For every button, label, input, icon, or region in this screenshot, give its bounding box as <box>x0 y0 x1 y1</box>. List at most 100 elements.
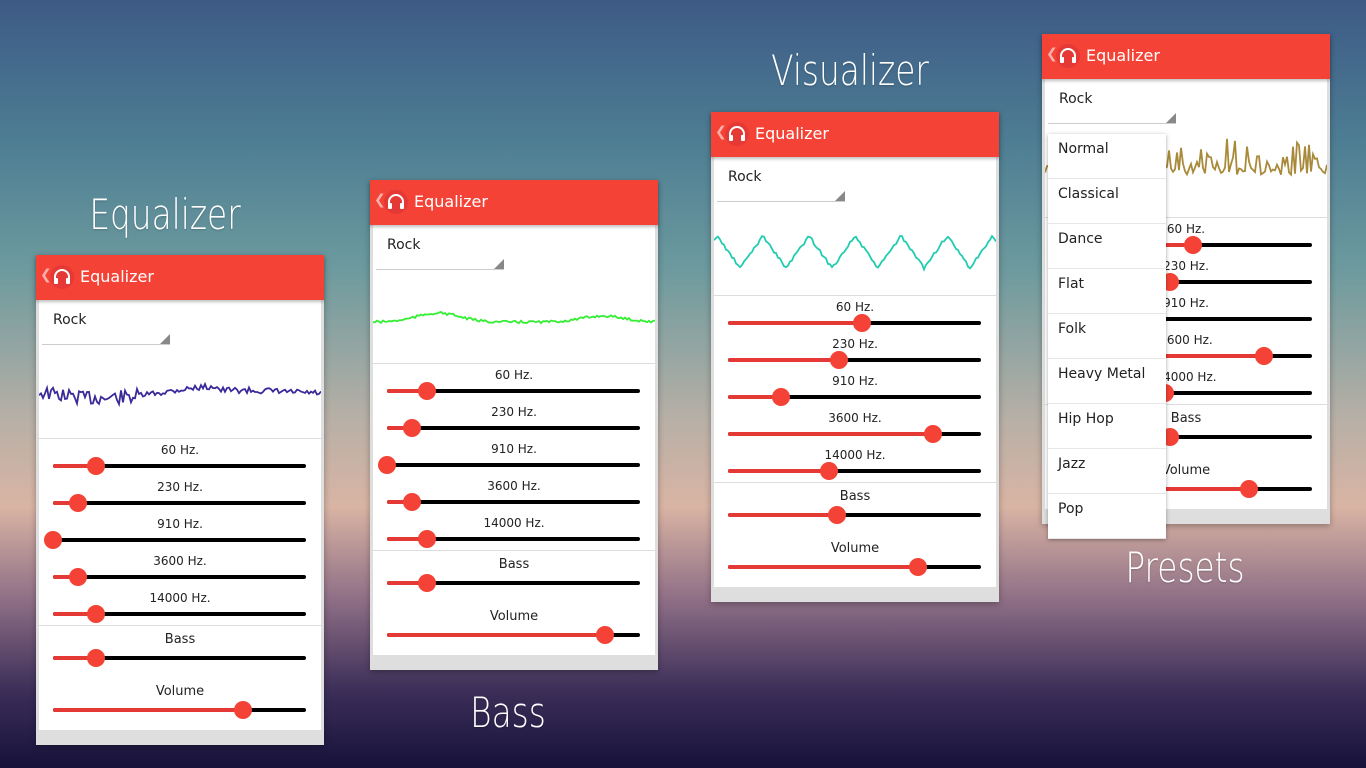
band-slider[interactable] <box>728 351 981 369</box>
slider-thumb[interactable] <box>87 605 105 623</box>
visualizer <box>373 310 655 325</box>
slider-thumb[interactable] <box>923 425 942 443</box>
slider-thumb[interactable] <box>403 419 422 437</box>
back-icon[interactable]: ❮ <box>1046 46 1058 62</box>
preset-option[interactable]: Normal <box>1048 134 1166 179</box>
dropdown-arrow-icon[interactable] <box>160 334 170 344</box>
slider-thumb[interactable] <box>418 530 437 548</box>
slider-fill <box>728 321 863 325</box>
slider-thumb[interactable] <box>69 568 88 586</box>
divider <box>373 550 655 551</box>
volume-slider[interactable] <box>387 626 640 644</box>
phone-screen: ❮ Equalizer Rock 60 Hz. 230 Hz. 910 Hz. 360… <box>370 180 658 670</box>
preset-option[interactable]: Pop <box>1048 494 1166 539</box>
slider-thumb[interactable] <box>908 558 927 576</box>
band-slider[interactable] <box>728 462 981 480</box>
band-slider[interactable] <box>387 530 640 548</box>
slider-thumb[interactable] <box>418 382 437 400</box>
preset-spinner[interactable] <box>376 269 504 270</box>
preset-option[interactable]: Dance <box>1048 224 1166 269</box>
preset-spinner-value[interactable]: Rock <box>728 169 762 185</box>
preset-option[interactable]: Classical <box>1048 179 1166 224</box>
bass-slider[interactable] <box>387 574 640 592</box>
band-slider[interactable] <box>378 456 640 474</box>
band-slider[interactable] <box>728 425 981 443</box>
preset-spinner[interactable] <box>1048 123 1176 124</box>
band-slider[interactable] <box>387 493 640 511</box>
slider-thumb[interactable] <box>44 531 62 549</box>
band-label: 230 Hz. <box>491 405 537 419</box>
preset-option[interactable]: Jazz <box>1048 449 1166 494</box>
back-icon[interactable]: ❮ <box>374 192 386 208</box>
slider-fill <box>53 708 243 712</box>
slider-thumb[interactable] <box>595 626 614 644</box>
dropdown-arrow-icon[interactable] <box>494 259 504 269</box>
volume-label: Volume <box>830 541 880 556</box>
band-label: 3600 Hz. <box>1159 333 1213 347</box>
slider-thumb[interactable] <box>233 701 252 719</box>
visualizer-waveform <box>714 234 996 272</box>
slider-fill <box>53 501 79 505</box>
slider-thumb[interactable] <box>418 574 437 592</box>
band-slider[interactable] <box>53 494 306 512</box>
equalizer-content: Rock 60 Hz. 230 Hz. 910 Hz. 3600 Hz. 14000 H… <box>373 225 655 655</box>
band-label: 3600 Hz. <box>153 554 207 568</box>
app-bar: ❮ Equalizer <box>370 180 658 225</box>
preset-option[interactable]: Folk <box>1048 314 1166 359</box>
phone-screen: ❮ Equalizer Rock 60 Hz. 230 Hz. 910 Hz. 360… <box>1042 34 1330 539</box>
bass-slider[interactable] <box>53 649 306 667</box>
band-label: 910 Hz. <box>1163 296 1209 310</box>
caption-bass: Bass <box>470 688 546 737</box>
preset-dropdown-menu: Normal Classical Dance Flat Folk Heavy Metal H… <box>1048 134 1166 539</box>
slider-thumb[interactable] <box>830 351 849 369</box>
bass-label: Bass <box>164 632 196 647</box>
slider-thumb[interactable] <box>87 649 105 667</box>
dropdown-arrow-icon[interactable] <box>835 191 845 201</box>
back-icon[interactable]: ❮ <box>715 124 727 140</box>
caption-visualizer: Visualizer <box>771 46 929 95</box>
slider-thumb[interactable] <box>378 456 396 474</box>
bass-label: Bass <box>1170 411 1202 426</box>
band-label: 910 Hz. <box>491 442 537 456</box>
bass-slider[interactable] <box>728 506 981 524</box>
preset-option[interactable]: Flat <box>1048 269 1166 314</box>
headphones-icon <box>50 265 74 289</box>
slider-thumb[interactable] <box>69 494 88 512</box>
band-slider[interactable] <box>53 605 306 623</box>
slider-thumb[interactable] <box>87 457 105 475</box>
slider-thumb[interactable] <box>827 506 846 524</box>
slider-thumb[interactable] <box>403 493 422 511</box>
back-icon[interactable]: ❮ <box>40 267 52 283</box>
slider-fill <box>53 656 96 660</box>
slider-thumb[interactable] <box>1254 347 1273 365</box>
slider-thumb[interactable] <box>853 314 872 332</box>
slider-thumb[interactable] <box>820 462 839 480</box>
band-label: 14000 Hz. <box>1155 370 1217 384</box>
visualizer <box>714 234 996 272</box>
preset-spinner[interactable] <box>42 344 170 345</box>
slider-thumb[interactable] <box>1239 480 1258 498</box>
band-slider[interactable] <box>387 382 640 400</box>
band-label: 3600 Hz. <box>828 411 882 425</box>
slider-thumb[interactable] <box>772 388 791 406</box>
preset-option[interactable]: Hip Hop <box>1048 404 1166 449</box>
preset-spinner-value[interactable]: Rock <box>387 237 421 253</box>
app-title: Equalizer <box>755 124 829 143</box>
band-slider[interactable] <box>728 314 981 332</box>
preset-spinner-value[interactable]: Rock <box>53 312 87 328</box>
band-slider[interactable] <box>53 568 306 586</box>
volume-slider[interactable] <box>728 558 981 576</box>
preset-option[interactable]: Heavy Metal <box>1048 359 1166 404</box>
volume-slider[interactable] <box>53 701 306 719</box>
band-slider[interactable] <box>728 388 981 406</box>
preset-spinner-value[interactable]: Rock <box>1059 91 1093 107</box>
slider-thumb[interactable] <box>1184 236 1203 254</box>
dropdown-arrow-icon[interactable] <box>1166 113 1176 123</box>
band-label: 60 Hz. <box>494 368 534 382</box>
band-slider[interactable] <box>53 457 306 475</box>
divider <box>373 363 655 364</box>
band-slider[interactable] <box>387 419 640 437</box>
band-slider[interactable] <box>44 531 306 549</box>
band-label: 60 Hz. <box>160 443 200 457</box>
preset-spinner[interactable] <box>717 201 845 202</box>
